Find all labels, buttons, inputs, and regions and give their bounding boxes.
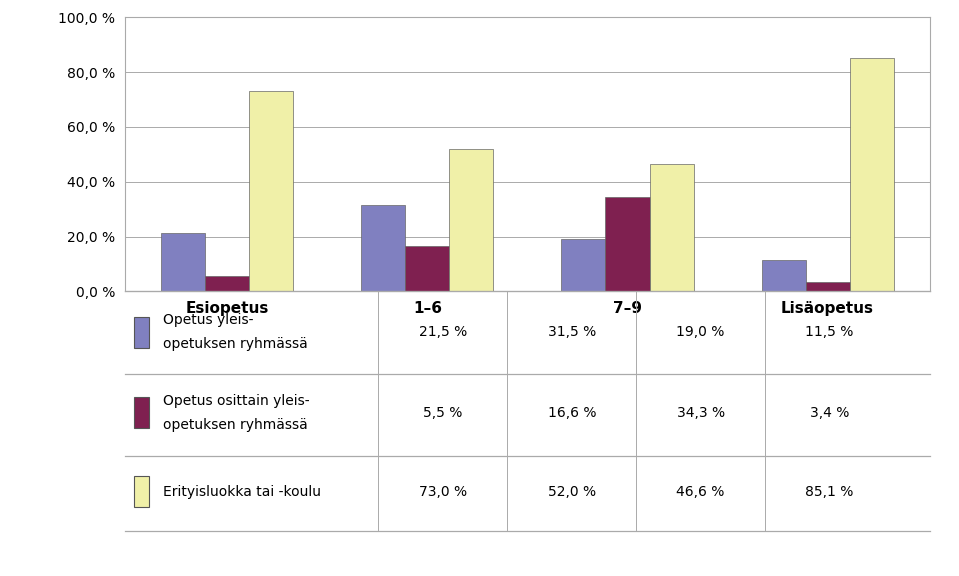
Text: 5,5 %: 5,5 %	[423, 406, 462, 420]
Text: 46,6 %: 46,6 %	[676, 485, 725, 499]
Bar	[134, 397, 149, 429]
Bar	[134, 476, 149, 507]
Text: 52,0 %: 52,0 %	[548, 485, 596, 499]
Text: Osaamisen ja sivistyksen asialla: Osaamisen ja sivistyksen asialla	[667, 546, 914, 561]
Bar	[406, 246, 450, 291]
Text: Opetus yleis-: Opetus yleis-	[163, 313, 254, 327]
Bar	[161, 233, 205, 291]
Bar	[249, 92, 293, 291]
Text: 9: 9	[141, 546, 151, 561]
Bar	[605, 198, 649, 291]
Text: 31,5 %: 31,5 %	[548, 325, 596, 339]
Bar	[649, 164, 693, 291]
Bar	[134, 317, 149, 348]
Bar	[561, 240, 605, 291]
Text: opetuksen ryhmässä: opetuksen ryhmässä	[163, 338, 308, 351]
Text: 85,1 %: 85,1 %	[806, 485, 854, 499]
Text: Opetus osittain yleis-: Opetus osittain yleis-	[163, 393, 310, 408]
Bar	[761, 260, 806, 291]
Text: 73,0 %: 73,0 %	[419, 485, 467, 499]
Bar	[450, 149, 494, 291]
Text: 34,3 %: 34,3 %	[677, 406, 725, 420]
Text: 19,0 %: 19,0 %	[676, 325, 725, 339]
Text: opetuksen ryhmässä: opetuksen ryhmässä	[163, 418, 308, 431]
Bar	[362, 205, 406, 291]
Text: 16,6 %: 16,6 %	[548, 406, 596, 420]
Bar	[806, 282, 850, 291]
Bar	[205, 276, 249, 291]
Bar	[850, 58, 894, 291]
Text: 21,5 %: 21,5 %	[419, 325, 467, 339]
Text: 3,4 %: 3,4 %	[809, 406, 850, 420]
Text: Erityisluokka tai -koulu: Erityisluokka tai -koulu	[163, 485, 321, 499]
Text: 11,5 %: 11,5 %	[806, 325, 854, 339]
